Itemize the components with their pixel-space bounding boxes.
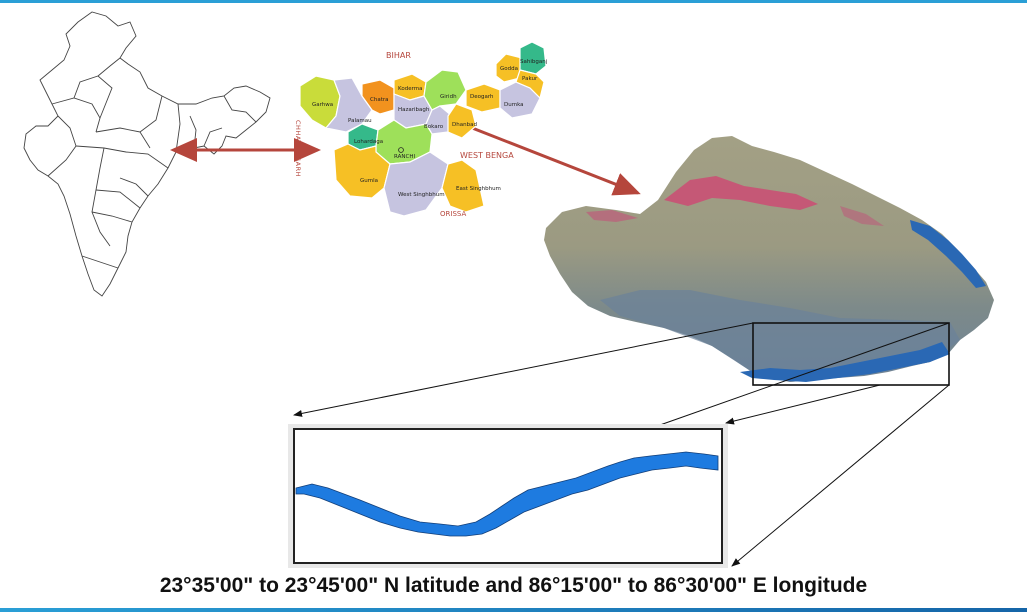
top-border [0,0,1027,3]
label-dhanbad: Dhanbad [452,122,477,128]
district-east-singhbhum [441,159,485,213]
district-giridh [423,69,467,111]
pointer-line-3 [659,322,950,426]
label-garhwa: Garhwa [312,102,333,108]
coordinates-caption: 23°35'00" to 23°45'00" N latitude and 86… [159,574,868,597]
india-outline-map [23,11,271,297]
pointer-line-4 [731,384,950,567]
district-sahibganj [519,41,547,75]
label-hazaribagh: Hazaribagh [398,107,430,113]
label-chhattisgarh: CHHATTISGARH [294,120,302,177]
district-west-singhbhum [383,151,449,217]
label-ranchi: RANCHI [394,154,415,160]
label-west-singhbhum: West Singhbhum [398,192,445,198]
label-pakur: Pakur [522,76,538,82]
district-dhanbad [447,103,477,139]
label-giridh: Giridh [440,94,457,100]
district-pakur [515,69,545,100]
pointer-line-1 [293,322,754,417]
label-sahibganj: Sahibganj [520,59,548,65]
label-bokaro: Bokaro [424,124,444,130]
pointer-line-2 [725,384,881,425]
state-to-satellite-arrow [461,122,641,196]
label-palamau: Palamau [348,118,372,124]
label-dumka: Dumka [504,102,524,108]
label-east-singhbhum: East Singhbhum [456,186,501,192]
label-deogarh: Deogarh [470,94,494,100]
river-channel [295,451,719,537]
label-lohardaga: Lohardaga [354,139,383,145]
label-chatra: Chatra [370,97,389,103]
label-orissa: ORISSA [440,210,466,218]
state-district-map [299,41,547,217]
label-west-bengal: WEST BENGA [460,151,514,160]
district-chatra [361,79,395,115]
river-inset [288,424,728,568]
satellite-image [544,136,994,382]
label-bihar: BIHAR [386,51,411,60]
label-gumla: Gumla [360,178,378,184]
study-area-box [752,322,950,386]
label-koderma: Koderma [398,86,422,92]
label-godda: Godda [500,66,518,72]
bottom-border [0,608,1027,612]
capital-marker [398,147,404,153]
